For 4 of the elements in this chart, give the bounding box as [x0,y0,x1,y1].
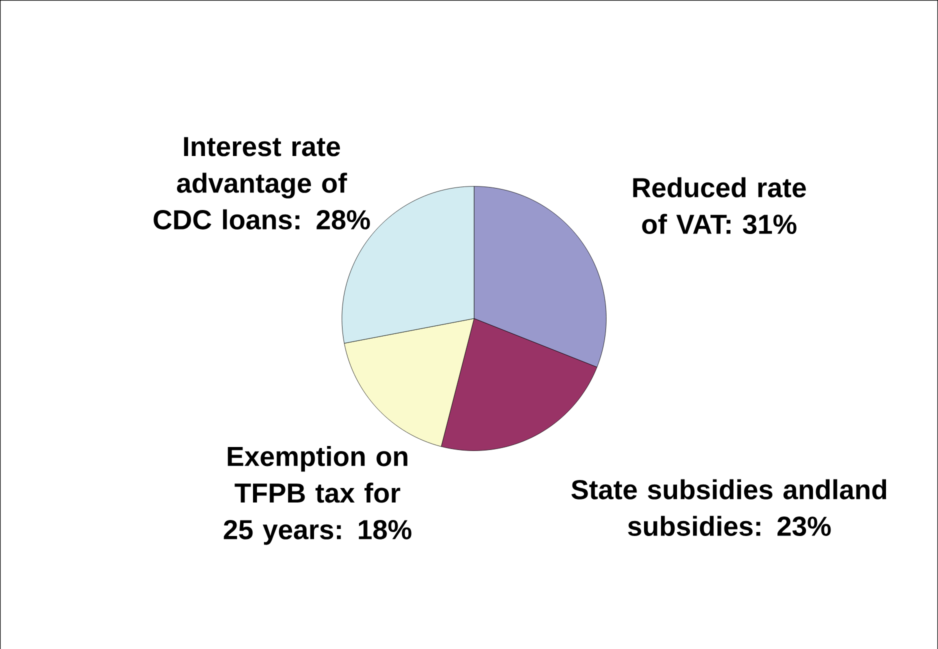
slice-label: Reduced rate of VAT: 31% [633,177,806,234]
slice-label: State subsidies andland subsidies: 23% [571,479,886,536]
slice-label: Interest rate advantage of CDC loans: 28% [154,136,370,230]
slice-label: Exemption on TFPB tax for 25 years: 18% [224,446,412,545]
